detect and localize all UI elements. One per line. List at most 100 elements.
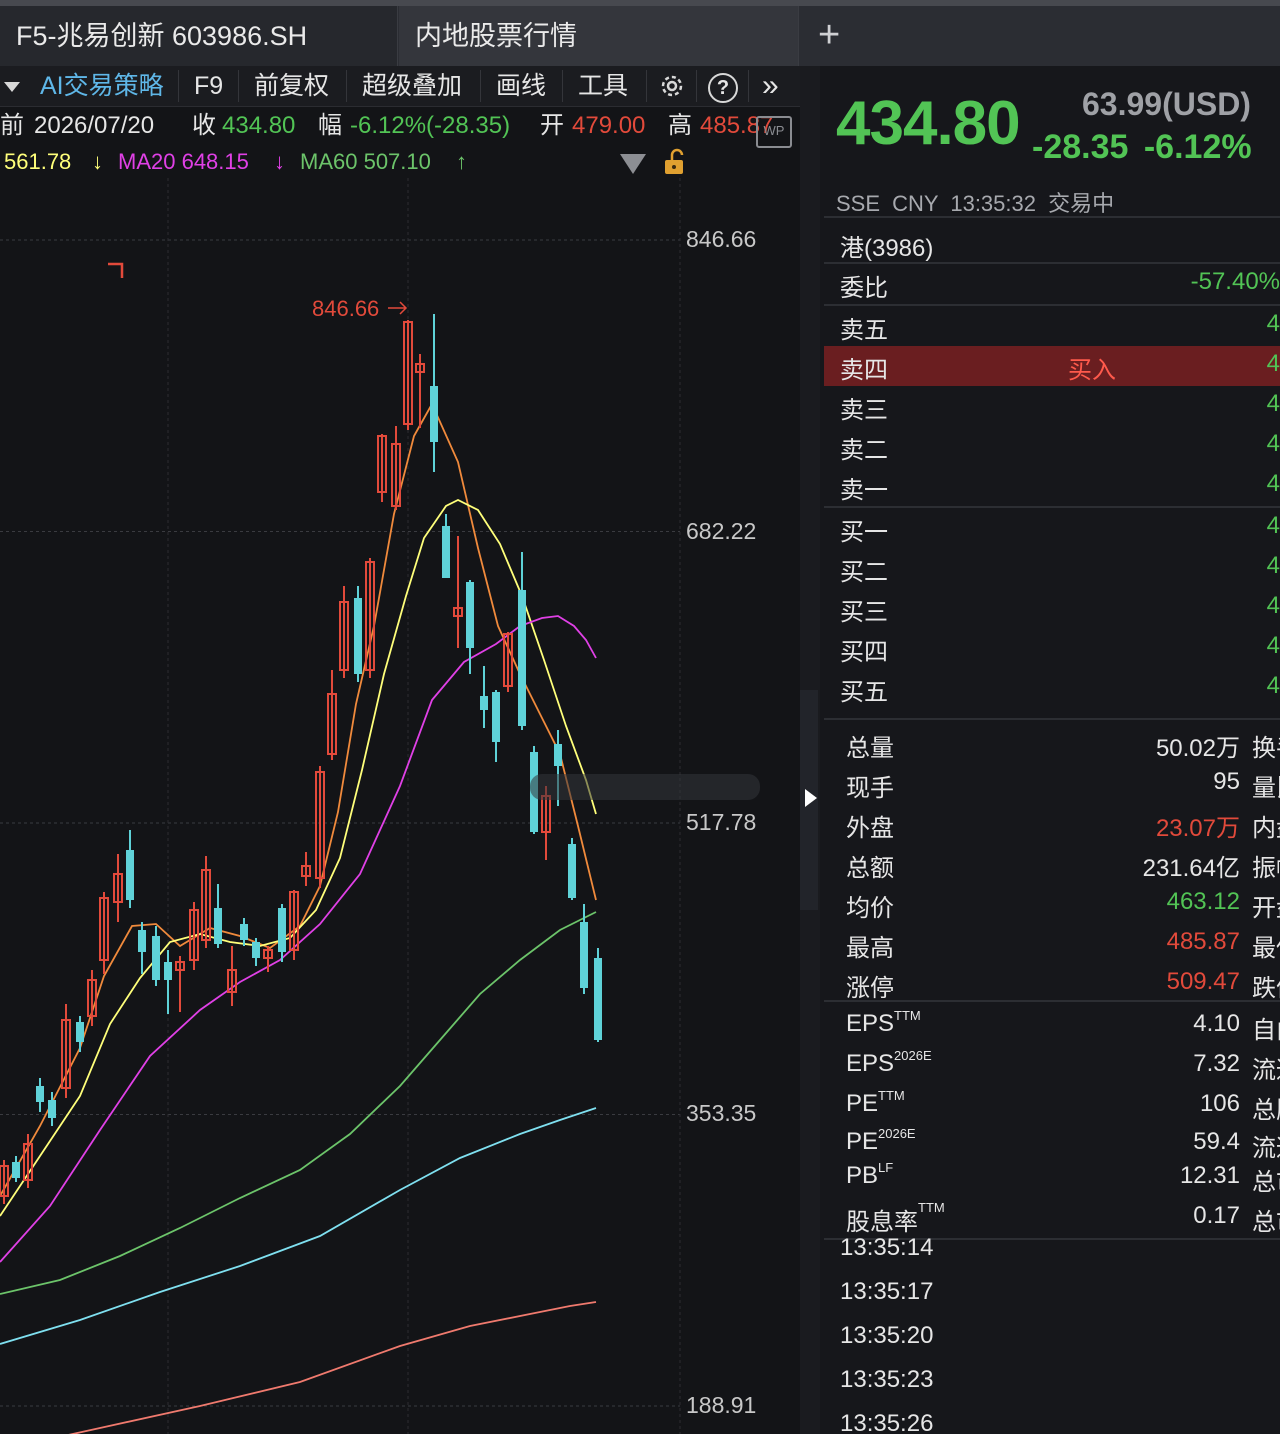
tools-button[interactable]: 工具 [578, 72, 629, 100]
price-change: -28.35 -6.12% [1032, 128, 1252, 167]
divider [824, 718, 1280, 720]
stat-value: 50.02万 [1155, 735, 1240, 762]
candle-down [466, 582, 474, 648]
wp-icon[interactable]: WP [756, 116, 792, 148]
order-level-label: 卖四 [840, 357, 888, 384]
help-icon[interactable]: ? [708, 66, 738, 106]
more-icon[interactable]: » [762, 69, 779, 102]
gear-icon[interactable] [656, 66, 688, 106]
stat-label: 总量 [846, 735, 894, 762]
order-level-value: 4 [1266, 552, 1280, 579]
candlestick-chart[interactable]: 846.66 [0, 178, 800, 1434]
candle-up [391, 443, 401, 507]
order-book-row[interactable]: 买一 4 [824, 508, 1280, 548]
financial-row: PETTM 106 总股 [824, 1084, 1280, 1124]
toolbar-divider [178, 70, 179, 102]
tab-stock-quote[interactable]: F5-兆易创新 603986.SH [0, 6, 398, 66]
order-book-row[interactable]: 卖一 4 [824, 466, 1280, 506]
order-level-label: 卖三 [840, 397, 888, 424]
f9-button[interactable]: F9 [194, 72, 224, 100]
candle-up [377, 435, 387, 493]
y-tick-label: 517.78 [686, 809, 757, 835]
ma10-line [0, 498, 597, 1217]
ai-strategy-button[interactable]: AI交易策略 [40, 72, 164, 100]
tab-mainland-quotes[interactable]: 内地股票行情 [399, 6, 799, 66]
stat-label: 均价 [846, 895, 894, 922]
candle-up [61, 1019, 71, 1089]
financial-label-suffix: TTM [918, 1200, 945, 1215]
candle-down [354, 598, 362, 674]
divider [824, 1238, 1280, 1240]
divider [824, 216, 1280, 218]
buy-button[interactable]: 买入 [1068, 357, 1116, 384]
toolbar-divider [480, 70, 481, 102]
stat-value: 485.87 [1166, 928, 1240, 955]
financial-label-text: PE [846, 1128, 879, 1155]
divider [824, 262, 1280, 264]
expand-arrow-icon[interactable] [805, 789, 817, 807]
financial-value: 12.31 [1179, 1162, 1240, 1189]
financial-side-label: 流通 [1252, 1057, 1280, 1084]
order-book-row[interactable]: 卖二 4 [824, 426, 1280, 466]
candle-down [164, 962, 172, 980]
order-level-value: 4 [1266, 350, 1280, 377]
financial-label: PBLF [846, 1160, 893, 1190]
stat-row: 现手 95 量比 [824, 762, 1280, 802]
order-level-label: 买四 [840, 639, 888, 666]
candle-up [201, 869, 211, 941]
financial-label: PETTM [846, 1088, 905, 1118]
tick-time: 13:35:17 [840, 1278, 934, 1305]
candle-down [594, 958, 602, 1040]
stat-side-label: 开盘 [1252, 895, 1280, 922]
candle-down [492, 692, 500, 742]
dropdown-triangle-icon[interactable] [620, 154, 646, 181]
quote-line: 前 2026/07/20 收 434.80 幅 -6.12%(-28.35) 开… [0, 108, 800, 144]
adjust-button[interactable]: 前复权 [254, 72, 330, 100]
order-level-label: 买一 [840, 519, 888, 546]
financial-side-label: 总市 [1252, 1169, 1280, 1196]
chart-grid [0, 178, 681, 1434]
stat-label: 最高 [846, 935, 894, 962]
high-label: 高 [668, 112, 692, 139]
candle-up [301, 865, 311, 877]
stat-side-label: 振幅 [1252, 855, 1280, 882]
draw-line-button[interactable]: 画线 [496, 72, 547, 100]
order-book-row[interactable]: 卖三 4 [824, 386, 1280, 426]
candle-down [48, 1100, 56, 1118]
stat-row: 均价 463.12 开盘 [824, 882, 1280, 922]
order-book-row[interactable]: 买四 4 [824, 628, 1280, 668]
order-level-value: 4 [1266, 512, 1280, 539]
moving-average-lines [0, 402, 597, 1434]
candle-down [518, 590, 526, 726]
order-level-value: 4 [1266, 430, 1280, 457]
ma250-line [68, 1301, 597, 1434]
ma20-direction: ↓ [274, 149, 285, 174]
order-level-label: 卖二 [840, 437, 888, 464]
y-tick-label: 353.35 [686, 1100, 757, 1127]
financial-row: PBLF 12.31 总市 [824, 1156, 1280, 1196]
order-level-value: 4 [1266, 310, 1280, 337]
stat-label: 外盘 [846, 815, 894, 842]
order-book-row[interactable]: 买五 4 [824, 668, 1280, 708]
tab-bar: F5-兆易创新 603986.SH 内地股票行情 + [0, 0, 1280, 66]
ma120-line [0, 1107, 597, 1345]
order-book-row[interactable]: 卖四 买入 4 [824, 346, 1280, 386]
lock-icon[interactable] [664, 148, 688, 181]
stat-side-label: 最低 [1252, 935, 1280, 962]
order-book-row[interactable]: 卖五 4 [824, 306, 1280, 346]
order-book-row[interactable]: 买二 4 [824, 548, 1280, 588]
ma60-value: MA60 507.10 [300, 149, 431, 174]
add-tab-button[interactable]: + [818, 14, 841, 56]
financial-value: 106 [1199, 1090, 1240, 1117]
quote-panel: 434.80 63.99(USD) -28.35 -6.12% SSE CNY … [820, 66, 1280, 1434]
chevron-down-icon[interactable] [2, 66, 22, 106]
order-book-row[interactable]: 买三 4 [824, 588, 1280, 628]
divider [824, 1000, 1280, 1002]
candle-up [503, 633, 513, 687]
hk-link[interactable]: 港(3986) [840, 235, 934, 262]
candle-down [252, 942, 260, 958]
overlay-button[interactable]: 超级叠加 [362, 72, 463, 100]
candle-up [403, 321, 413, 425]
candle-up [23, 1143, 33, 1181]
peak-price-label: 846.66 [312, 296, 379, 321]
